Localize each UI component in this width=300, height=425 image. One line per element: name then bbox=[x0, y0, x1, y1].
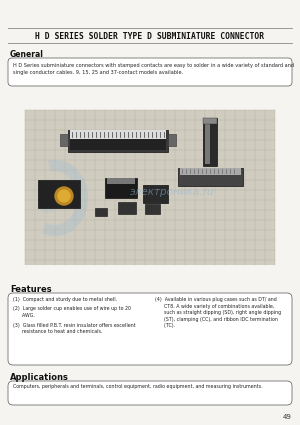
FancyBboxPatch shape bbox=[205, 120, 210, 164]
FancyBboxPatch shape bbox=[95, 208, 107, 216]
FancyBboxPatch shape bbox=[180, 168, 241, 175]
Text: (3)  Glass filled P.B.T. resin insulator offers excellent
      resistance to he: (3) Glass filled P.B.T. resin insulator … bbox=[13, 323, 136, 334]
Text: General: General bbox=[10, 50, 44, 59]
FancyBboxPatch shape bbox=[143, 185, 168, 203]
Text: (4)  Available in various plug cases such as DT/ and
      CT8. A wide variety o: (4) Available in various plug cases such… bbox=[155, 297, 281, 329]
Text: H D Series subminiature connectors with stamped contacts are easy to solder in a: H D Series subminiature connectors with … bbox=[13, 63, 294, 75]
FancyBboxPatch shape bbox=[8, 381, 292, 405]
FancyBboxPatch shape bbox=[25, 110, 275, 265]
Text: 49: 49 bbox=[283, 414, 292, 420]
Circle shape bbox=[58, 190, 70, 202]
FancyBboxPatch shape bbox=[203, 118, 217, 166]
FancyBboxPatch shape bbox=[70, 139, 166, 150]
FancyBboxPatch shape bbox=[168, 134, 176, 146]
FancyBboxPatch shape bbox=[105, 178, 137, 198]
FancyBboxPatch shape bbox=[203, 118, 217, 124]
FancyBboxPatch shape bbox=[178, 168, 243, 186]
Text: H D SERIES SOLDER TYPE D SUBMINIATURE CONNECTOR: H D SERIES SOLDER TYPE D SUBMINIATURE CO… bbox=[35, 31, 265, 40]
Text: Features: Features bbox=[10, 285, 52, 294]
FancyBboxPatch shape bbox=[8, 293, 292, 365]
FancyBboxPatch shape bbox=[38, 180, 80, 208]
FancyBboxPatch shape bbox=[107, 178, 135, 184]
Text: э: э bbox=[38, 178, 62, 221]
FancyBboxPatch shape bbox=[118, 202, 136, 214]
Text: электроника․ru: электроника․ru bbox=[130, 187, 214, 197]
FancyBboxPatch shape bbox=[60, 134, 68, 146]
Text: (2)  Large solder cup enables use of wire up to 20
      AWG.: (2) Large solder cup enables use of wire… bbox=[13, 306, 131, 317]
FancyBboxPatch shape bbox=[145, 204, 160, 214]
Circle shape bbox=[55, 187, 73, 205]
Text: Applications: Applications bbox=[10, 373, 69, 382]
Text: Computers, peripherals and terminals, control equipment, radio equipment, and me: Computers, peripherals and terminals, co… bbox=[13, 384, 262, 389]
FancyBboxPatch shape bbox=[70, 130, 166, 139]
Text: (1)  Compact and sturdy due to metal shell.: (1) Compact and sturdy due to metal shel… bbox=[13, 297, 117, 302]
FancyBboxPatch shape bbox=[8, 58, 292, 86]
FancyBboxPatch shape bbox=[68, 130, 168, 152]
